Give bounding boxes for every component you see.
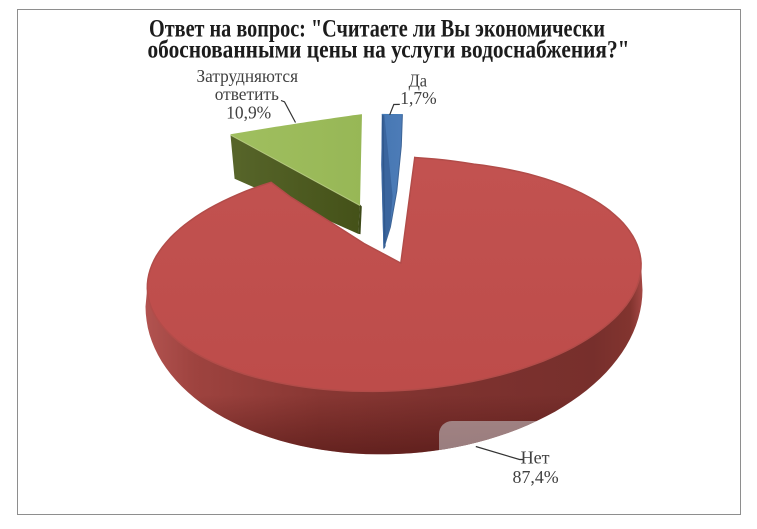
svg-text:1,7%: 1,7% <box>400 88 436 108</box>
svg-text:ответить: ответить <box>215 84 279 104</box>
svg-text:обоснованными цены на услуги в: обоснованными цены на услуги водоснабжен… <box>148 37 630 64</box>
svg-text:Ответ на вопрос: "Считаете ли: Ответ на вопрос: "Считаете ли Вы экономи… <box>149 16 605 43</box>
svg-text:Да: Да <box>409 70 428 90</box>
svg-text:Затрудняются: Затрудняются <box>197 66 299 86</box>
svg-text:Нет: Нет <box>521 448 550 468</box>
svg-text:10,9%: 10,9% <box>226 102 271 122</box>
svg-text:87,4%: 87,4% <box>513 467 559 487</box>
